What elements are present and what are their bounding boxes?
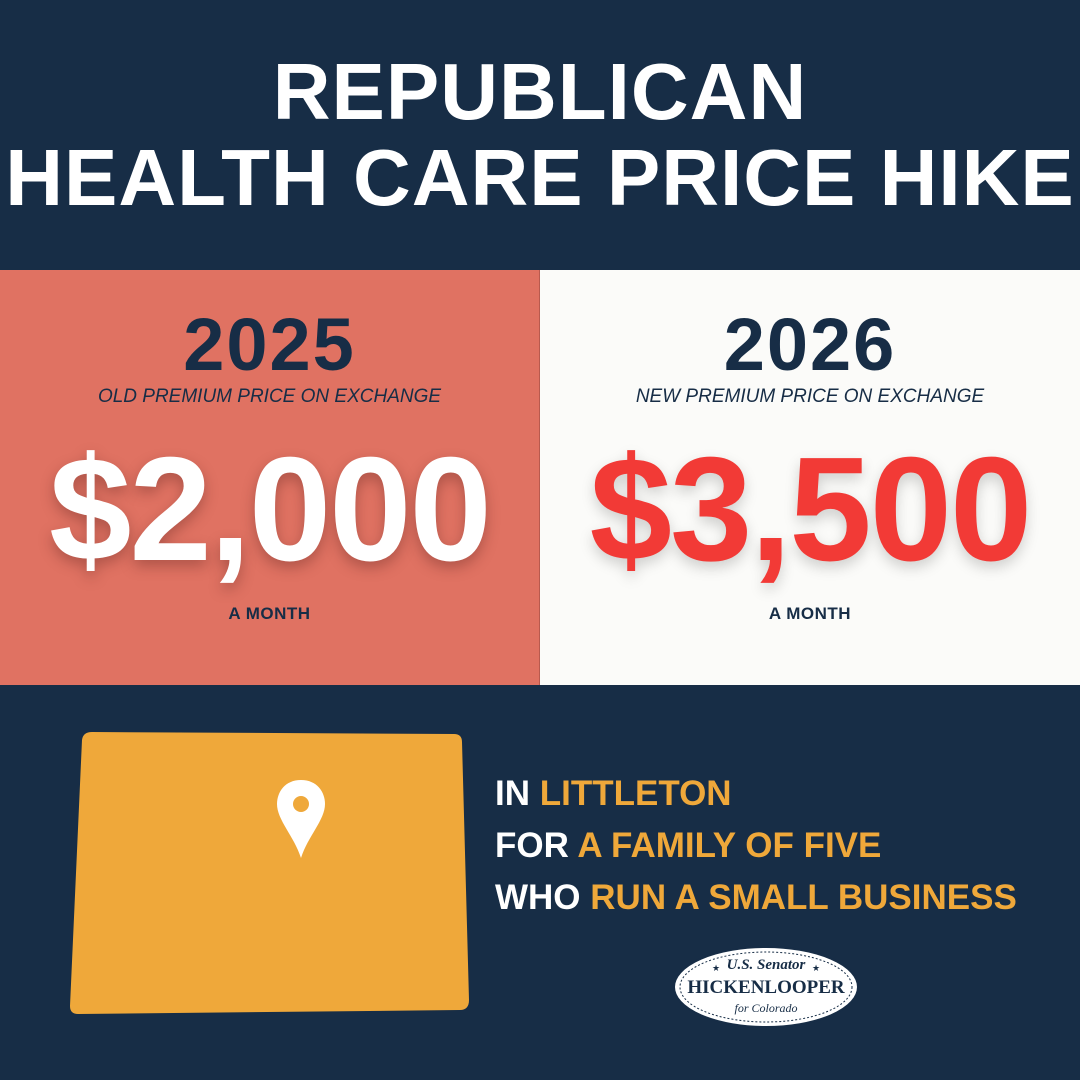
location-line-2: FOR A FAMILY OF FIVE [495, 826, 882, 865]
old-price-panel: 2025 OLD PREMIUM PRICE ON EXCHANGE $2,00… [0, 270, 540, 685]
new-year: 2026 [723, 303, 897, 386]
location-city: LITTLETON [539, 774, 732, 813]
old-period: A MONTH [228, 604, 311, 623]
svg-text:★: ★ [812, 963, 820, 973]
colorado-map-icon [70, 730, 470, 1016]
old-year: 2025 [183, 303, 356, 386]
new-period: A MONTH [768, 604, 852, 623]
location-line-1: IN LITTLETON [495, 774, 732, 813]
seal-line-1: U.S. Senator [726, 957, 806, 973]
new-subtitle: NEW PREMIUM PRICE ON EXCHANGE [635, 386, 985, 407]
family-size: A FAMILY OF FIVE [577, 826, 882, 865]
svg-text:★: ★ [712, 963, 720, 973]
seal-line-2: HICKENLOOPER [687, 977, 845, 998]
headline: REPUBLICAN HEALTH CARE PRICE HIKE [0, 0, 1080, 270]
new-price-panel: 2026 NEW PREMIUM PRICE ON EXCHANGE $3,50… [540, 270, 1080, 685]
headline-line-1: REPUBLICAN [272, 47, 808, 136]
location-line-3: WHO RUN A SMALL BUSINESS [495, 878, 1017, 917]
old-price: $2,000 [49, 427, 492, 592]
location-pin-icon [277, 780, 325, 858]
seal-line-3: for Colorado [734, 1001, 798, 1015]
old-subtitle: OLD PREMIUM PRICE ON EXCHANGE [97, 386, 442, 407]
occupation: RUN A SMALL BUSINESS [590, 878, 1017, 917]
headline-line-2: HEALTH CARE PRICE HIKE [5, 133, 1075, 222]
new-price: $3,500 [589, 427, 1033, 592]
senator-seal-logo: ★ ★ U.S. Senator HICKENLOOPER for Colora… [672, 945, 860, 1029]
location-text: IN LITTLETON FOR A FAMILY OF FIVE WHO RU… [495, 768, 1017, 924]
